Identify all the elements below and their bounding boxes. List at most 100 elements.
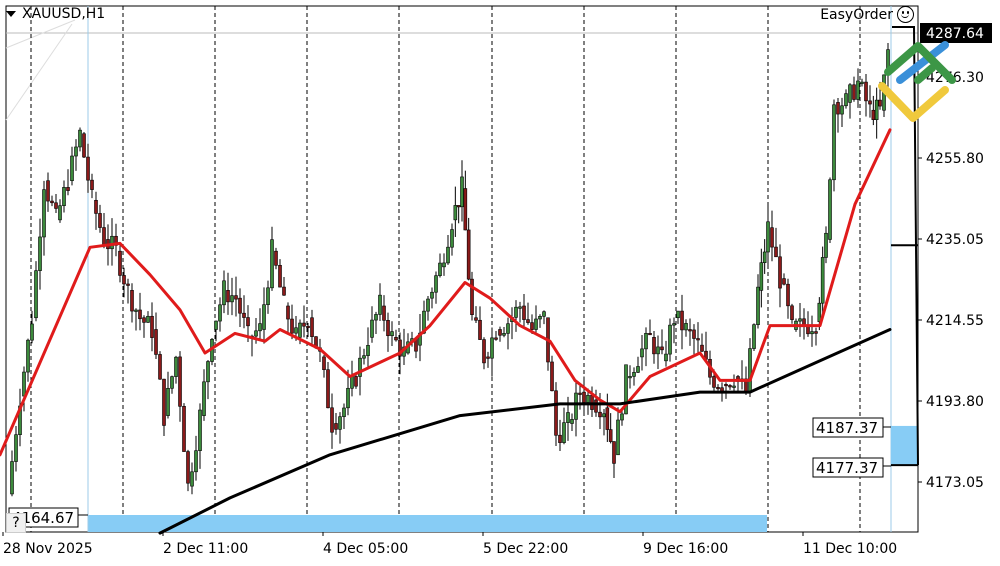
candle xyxy=(170,375,174,394)
candle xyxy=(526,302,530,325)
candle xyxy=(70,146,74,186)
candle xyxy=(146,311,150,323)
candle xyxy=(326,362,330,409)
candle xyxy=(852,76,856,102)
candle xyxy=(46,172,50,212)
candle xyxy=(30,310,34,344)
candle xyxy=(652,330,656,364)
candle xyxy=(290,304,294,340)
easyorder-plugin[interactable]: EasyOrder xyxy=(820,6,914,23)
candle xyxy=(270,226,274,291)
candle xyxy=(438,253,442,278)
candle xyxy=(656,335,660,369)
svg-text:4177.37: 4177.37 xyxy=(816,459,878,477)
candle xyxy=(118,244,122,283)
candle xyxy=(50,195,54,207)
candle xyxy=(696,322,700,354)
help-button[interactable]: ? xyxy=(6,513,26,533)
candle xyxy=(194,435,198,481)
candle xyxy=(636,356,640,373)
candle xyxy=(26,338,30,382)
candle xyxy=(774,227,778,258)
candle xyxy=(154,312,158,359)
candle xyxy=(766,204,770,267)
x-axis-label: 5 Dec 22:00 xyxy=(483,541,568,557)
candle xyxy=(174,355,178,384)
candle xyxy=(178,351,182,422)
candle xyxy=(860,78,864,87)
candle xyxy=(466,217,471,281)
candle xyxy=(756,274,760,329)
level-label-lower[interactable] xyxy=(812,457,884,478)
candle xyxy=(518,301,522,323)
ma-slow-line xyxy=(158,328,892,535)
candle xyxy=(278,259,282,288)
candle xyxy=(302,305,306,338)
candle xyxy=(442,253,446,276)
candle xyxy=(94,191,98,230)
y-axis-label: 4214.55 xyxy=(926,313,984,329)
candle xyxy=(214,320,218,342)
candle xyxy=(562,407,566,445)
candle xyxy=(86,143,90,193)
candle xyxy=(871,95,876,126)
candle xyxy=(230,277,234,316)
candle xyxy=(486,351,490,368)
candle xyxy=(430,287,434,309)
candle xyxy=(386,312,390,352)
candle xyxy=(186,449,190,492)
candle xyxy=(38,218,42,290)
candle xyxy=(680,294,684,350)
candle xyxy=(570,413,574,432)
candle xyxy=(130,283,134,323)
candle xyxy=(542,310,546,325)
candle xyxy=(522,293,526,329)
candle xyxy=(10,450,14,497)
candle xyxy=(490,327,494,377)
candle xyxy=(66,169,70,196)
candle xyxy=(42,180,46,256)
candle xyxy=(700,333,704,353)
candle xyxy=(54,194,58,214)
candle xyxy=(182,403,186,452)
plot-area xyxy=(5,5,919,533)
candle xyxy=(506,317,510,350)
candle xyxy=(34,261,38,322)
easyorder-logo-icon[interactable] xyxy=(878,41,956,122)
y-axis-label: 4235.05 xyxy=(926,232,984,248)
candle xyxy=(274,247,278,270)
candle xyxy=(856,68,860,108)
candle xyxy=(282,277,286,296)
candle xyxy=(370,306,374,343)
candle xyxy=(218,297,222,332)
candle xyxy=(463,170,468,231)
candle xyxy=(390,321,394,347)
ma-fast-line xyxy=(0,128,892,457)
candle xyxy=(616,407,620,456)
candle xyxy=(482,337,486,370)
candle xyxy=(778,244,782,308)
candle xyxy=(538,314,542,328)
candle xyxy=(558,419,562,452)
candle xyxy=(166,371,170,419)
candle xyxy=(648,319,652,336)
dropdown-triangle-icon[interactable] xyxy=(6,11,16,17)
candle xyxy=(426,295,430,321)
candle xyxy=(874,87,879,139)
candle xyxy=(864,73,868,117)
candle xyxy=(158,351,162,380)
candle xyxy=(234,276,238,317)
candle xyxy=(676,310,680,324)
candle xyxy=(602,409,606,436)
candle xyxy=(716,384,720,391)
candle xyxy=(640,335,644,371)
candle xyxy=(664,340,668,367)
symbol-timeframe: XAUUSD,H1 xyxy=(22,6,106,22)
svg-text:4287.64: 4287.64 xyxy=(926,26,984,42)
candle xyxy=(206,360,210,400)
candle xyxy=(759,248,764,308)
candle xyxy=(810,315,814,347)
symbol-label[interactable]: XAUUSD,H1 xyxy=(6,6,105,22)
